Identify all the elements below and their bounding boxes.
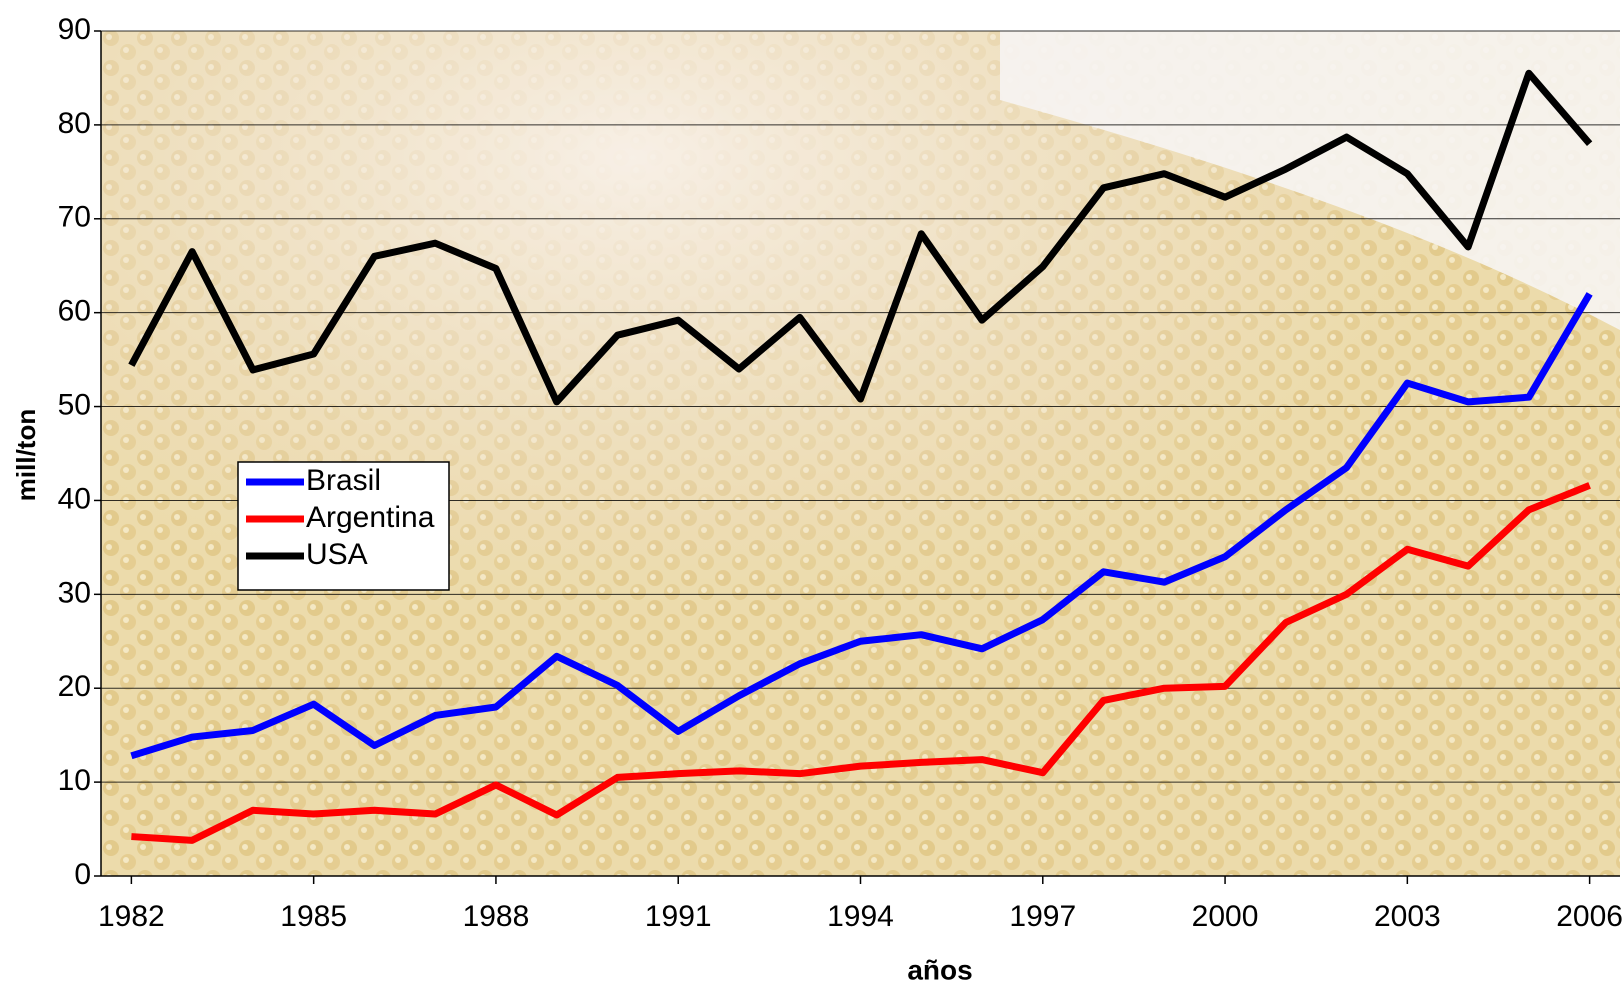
plot-background (101, 31, 1620, 876)
x-tick-label: 2003 (1374, 900, 1441, 933)
x-tick-label: 1991 (645, 900, 712, 933)
series-line (131, 482, 1591, 844)
y-tick-label: 30 (58, 576, 91, 609)
y-tick-label: 70 (58, 201, 91, 234)
x-tick-label: 1997 (1009, 900, 1076, 933)
y-tick-label: 20 (58, 670, 91, 703)
y-tick-label: 0 (74, 858, 91, 891)
y-tick-label: 40 (58, 482, 91, 515)
legend-label: USA (306, 538, 368, 571)
series-line (128, 69, 1593, 406)
y-tick-label: 50 (58, 388, 91, 421)
y-tick-label: 80 (58, 107, 91, 140)
x-tick-label: 1988 (463, 900, 530, 933)
legend: Brasil Argentina USA (237, 461, 450, 591)
y-tick-label: 10 (58, 764, 91, 797)
y-tick-label: 60 (58, 295, 91, 328)
y-axis-title: mill/ton (11, 409, 41, 501)
legend-label: Brasil (306, 464, 381, 497)
legend-label: Argentina (306, 501, 435, 534)
x-tick-label: 1985 (280, 900, 347, 933)
x-axis-title: años (907, 954, 972, 985)
series-line (130, 292, 1593, 760)
x-tick-label: 2000 (1192, 900, 1259, 933)
x-tick-label: 1994 (827, 900, 894, 933)
x-tick-label: 1982 (98, 900, 165, 933)
x-tick-label: 2006 (1556, 900, 1623, 933)
y-tick-label: 90 (58, 13, 91, 46)
